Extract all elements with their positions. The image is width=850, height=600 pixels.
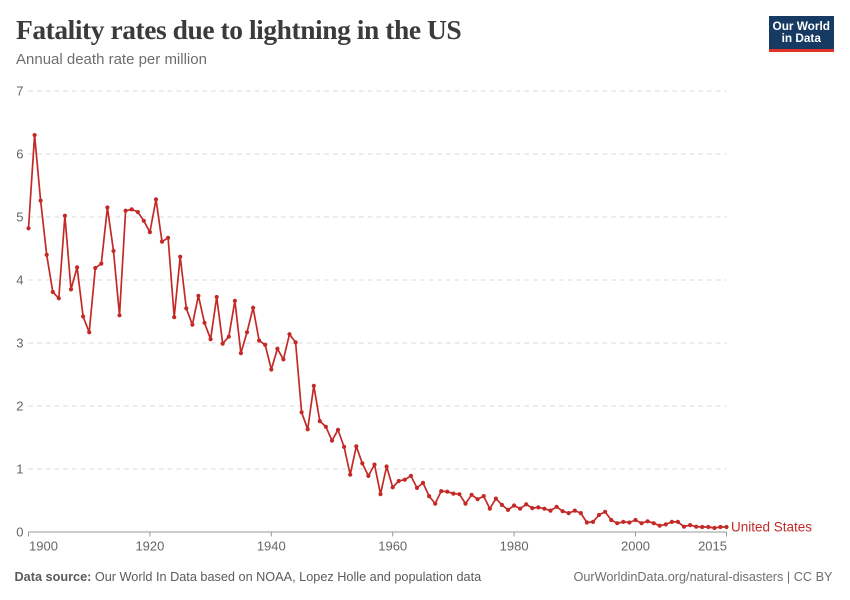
svg-text:2015: 2015 <box>698 539 727 554</box>
svg-text:1960: 1960 <box>378 539 407 554</box>
svg-text:2000: 2000 <box>621 539 650 554</box>
svg-text:7: 7 <box>16 84 23 99</box>
svg-text:1: 1 <box>16 462 23 477</box>
svg-text:United States: United States <box>731 520 812 535</box>
svg-text:2: 2 <box>16 399 23 414</box>
svg-text:1940: 1940 <box>257 539 286 554</box>
svg-text:3: 3 <box>16 336 23 351</box>
svg-text:1920: 1920 <box>135 539 164 554</box>
svg-text:5: 5 <box>16 210 23 225</box>
svg-text:4: 4 <box>16 273 23 288</box>
svg-text:1900: 1900 <box>29 539 58 554</box>
svg-text:0: 0 <box>16 525 23 540</box>
svg-text:6: 6 <box>16 147 23 162</box>
svg-text:1980: 1980 <box>500 539 529 554</box>
